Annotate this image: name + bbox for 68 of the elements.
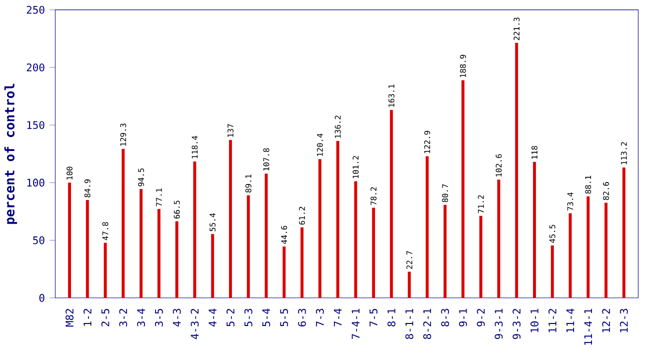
y-tick-label: 0 xyxy=(39,294,44,302)
bar xyxy=(533,162,536,298)
x-tick-label: 12-3 xyxy=(620,308,628,332)
bar xyxy=(140,188,143,298)
bar xyxy=(444,204,447,298)
bar xyxy=(515,42,518,298)
bar xyxy=(354,181,358,298)
y-tick-label: 100 xyxy=(27,178,44,186)
x-tick-label: 9-3-2 xyxy=(512,308,521,339)
x-tick-label: 2-5 xyxy=(101,308,110,326)
x-tick-label: 7-4 xyxy=(334,308,342,326)
x-tick-label: 3-4 xyxy=(137,308,146,326)
bar xyxy=(246,195,250,298)
x-tick-label: 11-2 xyxy=(548,308,556,332)
x-tick-label: 9-1 xyxy=(458,308,467,326)
bar xyxy=(622,167,626,298)
bar xyxy=(229,140,232,298)
x-tick-label: 4-4 xyxy=(208,308,216,326)
bar xyxy=(372,208,376,298)
bar xyxy=(586,196,590,298)
x-tick-label: 10-1 xyxy=(530,308,538,332)
bar xyxy=(479,216,482,298)
x-tick-label: 7-3 xyxy=(316,308,324,326)
bar xyxy=(104,242,107,298)
x-tick-label: 8-3 xyxy=(441,308,450,326)
x-tick-label: M82 xyxy=(66,308,74,326)
bar xyxy=(122,148,125,298)
x-tick-label: 3-5 xyxy=(154,308,163,326)
bar xyxy=(550,245,554,298)
y-tick-label: 250 xyxy=(26,6,44,14)
bar xyxy=(86,200,89,298)
x-tick-label: 8-1-1 xyxy=(405,308,414,339)
bar xyxy=(193,161,196,298)
bar xyxy=(604,202,608,298)
bar xyxy=(175,221,178,298)
x-tick-label: 1-2 xyxy=(84,308,92,326)
x-tick-label: 8-1 xyxy=(387,308,396,326)
bar xyxy=(318,158,322,298)
y-axis-title: percent of control xyxy=(4,84,18,224)
y-tick-label: 150 xyxy=(27,120,44,129)
x-tick-label: 9-2 xyxy=(476,308,485,326)
x-tick-label: 5-5 xyxy=(280,308,288,326)
x-tick-label: 11-4 xyxy=(566,308,574,332)
y-tick-label: 50 xyxy=(33,236,44,244)
x-tick-label: 4-3 xyxy=(172,308,181,326)
x-tick-label: 7-5 xyxy=(370,308,378,326)
bar xyxy=(282,246,286,298)
bar xyxy=(497,179,500,298)
y-tick-label: 200 xyxy=(26,63,44,72)
bar xyxy=(408,272,411,298)
x-tick-label: 11-4-1 xyxy=(584,308,592,345)
bar xyxy=(300,227,304,298)
x-tick-label: 7-4-1 xyxy=(352,308,360,339)
x-tick-label: 4-3-2 xyxy=(190,308,199,339)
x-tick-label: 6-3 xyxy=(298,308,306,326)
x-tick-label: 5-2 xyxy=(226,308,234,326)
x-tick-label: 8-2-1 xyxy=(423,308,432,339)
bar xyxy=(390,110,393,298)
bar xyxy=(461,80,464,298)
x-tick-label: 3-2 xyxy=(119,308,128,326)
x-tick-label: 12-2 xyxy=(602,308,610,332)
bar xyxy=(157,208,160,298)
bar xyxy=(211,234,214,298)
bar xyxy=(68,182,72,298)
x-tick-label: 5-3 xyxy=(244,308,252,326)
x-tick-label: 9-3-1 xyxy=(494,308,503,339)
x-tick-label: 5-4 xyxy=(262,308,270,326)
bar xyxy=(426,156,429,298)
